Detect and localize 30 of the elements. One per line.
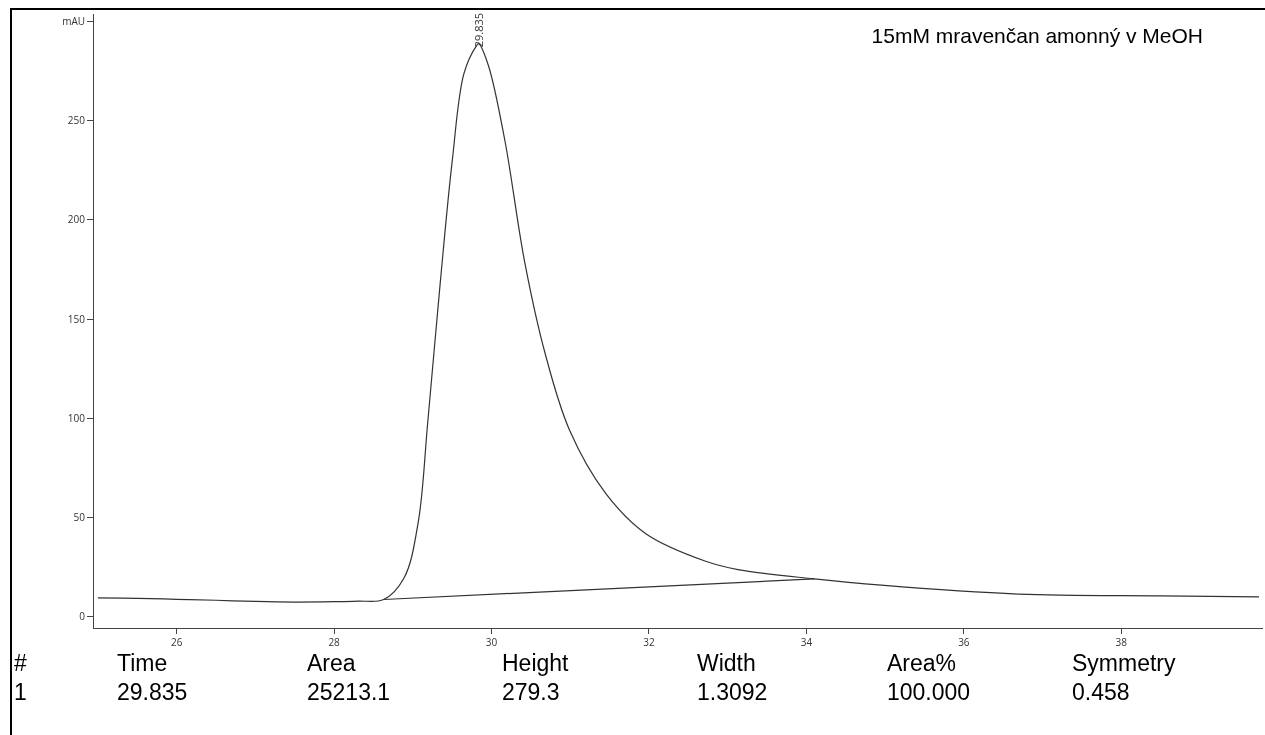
text: Area <box>306 650 357 677</box>
text: 25213.1 <box>306 679 392 706</box>
text: 1.3092 <box>696 679 769 706</box>
y-tick-label: 0 <box>79 608 86 623</box>
x-tick-label: 26 <box>170 635 183 649</box>
y-tick-label: 200 <box>67 212 86 227</box>
x-tick-label: 30 <box>485 635 498 649</box>
text: 279.3 <box>501 679 561 706</box>
x-tick-label: 32 <box>643 635 655 649</box>
y-tick-label: 100 <box>67 410 86 425</box>
y-tick-label: 250 <box>67 113 86 128</box>
text: Area% <box>886 650 958 677</box>
text: 0.458 <box>1071 679 1131 706</box>
text: 29.835 <box>116 679 189 706</box>
y-tick-label: 150 <box>67 311 86 326</box>
text: Symmetry <box>1071 650 1177 677</box>
x-tick-label: 28 <box>328 635 341 649</box>
text: Time <box>116 650 169 677</box>
annotation: 29.835 <box>470 12 486 48</box>
text: Height <box>501 650 570 677</box>
text: 1 <box>13 679 28 706</box>
x-tick-label: 38 <box>1115 635 1128 649</box>
text: # <box>13 650 28 677</box>
y-tick-label: mAU <box>62 14 85 29</box>
text: Width <box>696 650 757 677</box>
text: 15mM mravenčan amonný v MeOH <box>871 24 1203 48</box>
x-tick-label: 36 <box>958 635 970 649</box>
text: 100.000 <box>886 679 972 706</box>
x-tick-label: 34 <box>800 635 813 649</box>
y-tick-label: 50 <box>73 509 86 524</box>
